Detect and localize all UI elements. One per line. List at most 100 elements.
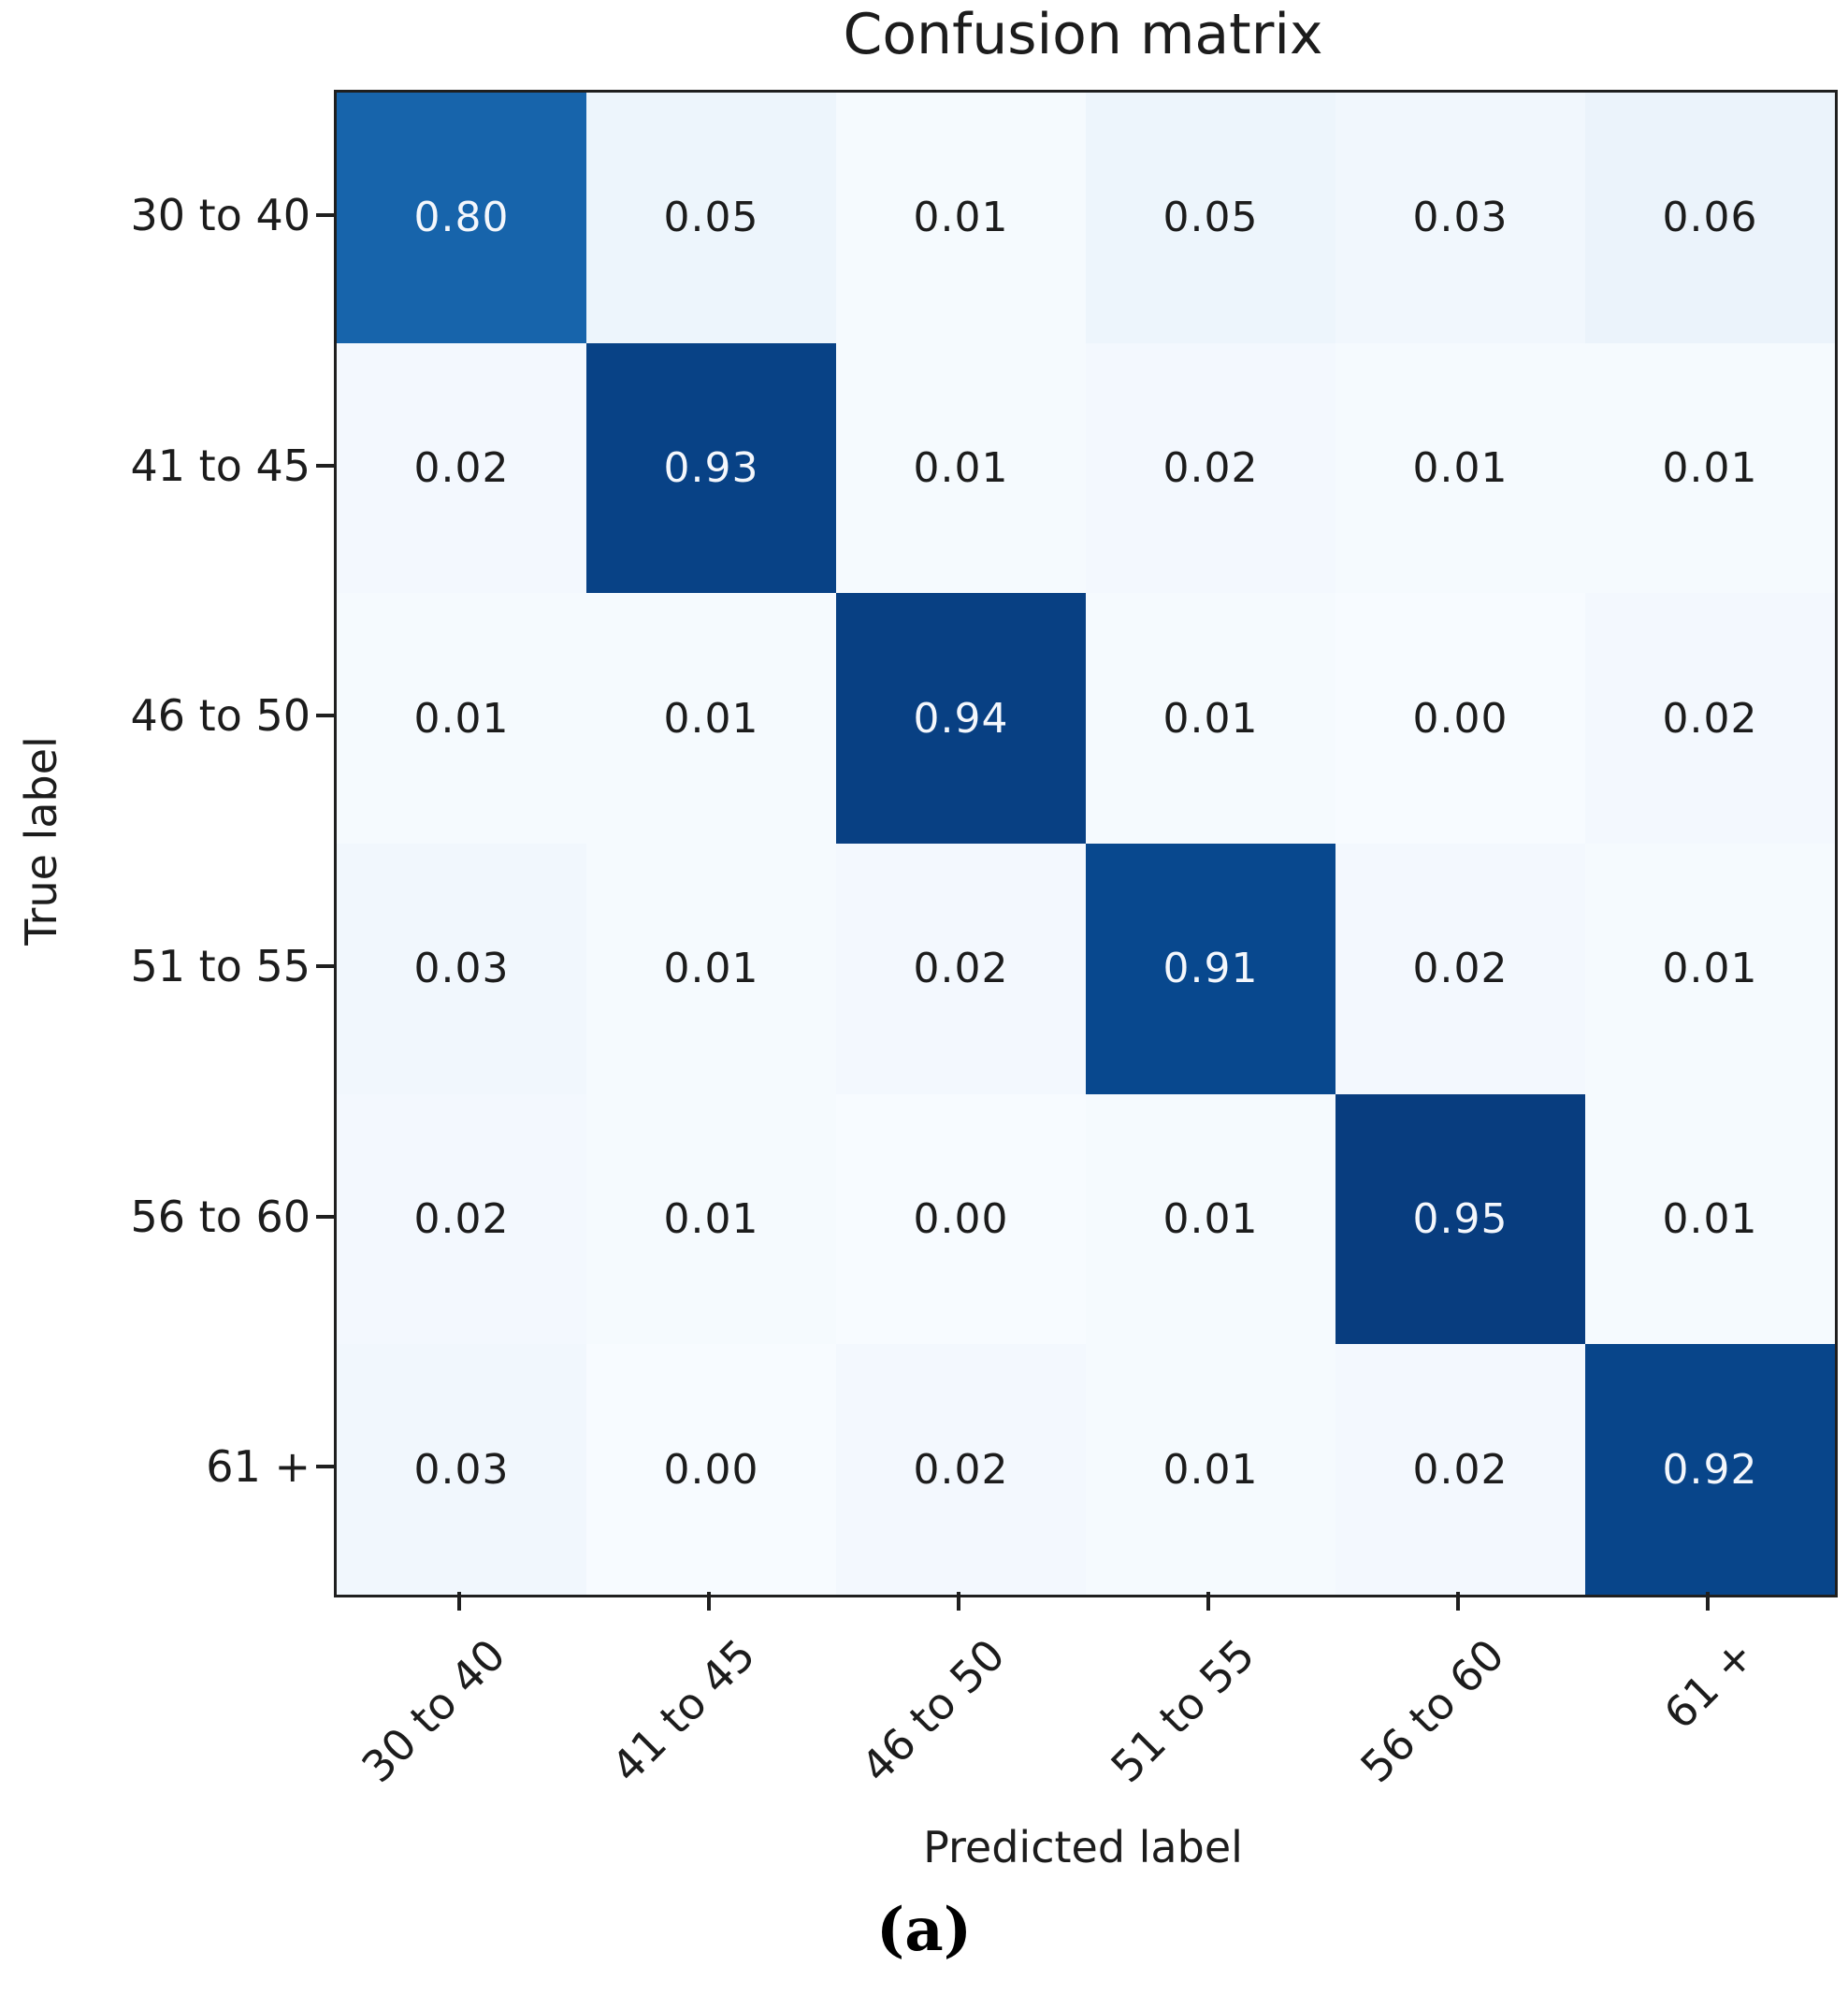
matrix-cell: 0.94 [836, 593, 1086, 844]
x-axis-label: Predicted label [923, 1822, 1243, 1872]
cell-value: 0.02 [1412, 1445, 1509, 1494]
cell-value: 0.01 [663, 694, 759, 743]
cell-value: 0.01 [1662, 945, 1758, 993]
cell-value: 0.01 [1662, 443, 1758, 492]
x-tick-label: 46 to 50 [851, 1629, 1015, 1793]
figure-caption: (a) [875, 1895, 973, 1965]
matrix-cell: 0.00 [586, 1344, 836, 1595]
matrix-cell: 0.02 [337, 1093, 586, 1345]
x-tick-label: 61 + [1653, 1629, 1764, 1740]
matrix-cell: 0.93 [586, 342, 836, 594]
matrix-cell: 0.02 [337, 342, 586, 594]
x-tick-label: 41 to 45 [601, 1629, 765, 1793]
x-tick-label: 56 to 60 [1350, 1629, 1514, 1793]
matrix-cell: 0.00 [1335, 593, 1585, 844]
x-tick-mark [956, 1592, 960, 1611]
cell-value: 0.03 [413, 1445, 510, 1494]
cell-value: 0.94 [913, 694, 1009, 743]
cell-value: 0.02 [1412, 945, 1509, 993]
matrix-cell: 0.92 [1585, 1344, 1835, 1595]
cell-value: 0.01 [913, 443, 1009, 492]
cell-value: 0.05 [1162, 194, 1259, 242]
matrix-cell: 0.02 [836, 843, 1086, 1094]
x-tick-mark [706, 1592, 711, 1611]
y-axis-label: True label [16, 736, 66, 946]
matrix-cell: 0.01 [836, 342, 1086, 594]
cell-value: 0.01 [1162, 1194, 1259, 1243]
cell-value: 0.00 [1412, 694, 1509, 743]
matrix-cell: 0.03 [1335, 93, 1585, 343]
matrix-cell: 0.01 [1335, 342, 1585, 594]
y-tick-label: 56 to 60 [130, 1191, 311, 1242]
cell-value: 0.01 [1412, 443, 1509, 492]
cell-value: 0.93 [663, 443, 759, 492]
matrix-cell: 0.02 [1335, 1344, 1585, 1595]
matrix-cell: 0.91 [1086, 843, 1335, 1094]
cell-value: 0.00 [663, 1445, 759, 1494]
matrix-cell: 0.02 [1335, 843, 1585, 1094]
y-tick-label: 46 to 50 [130, 690, 311, 742]
cell-value: 0.01 [913, 194, 1009, 242]
cell-value: 0.02 [913, 945, 1009, 993]
matrix-cell: 0.02 [1086, 342, 1335, 594]
matrix-cell: 0.01 [1086, 593, 1335, 844]
x-tick-mark [1705, 1592, 1710, 1611]
cell-value: 0.02 [913, 1445, 1009, 1494]
matrix-cell: 0.01 [1086, 1344, 1335, 1595]
cell-value: 0.01 [663, 945, 759, 993]
matrix-cell: 0.01 [586, 843, 836, 1094]
cell-value: 0.01 [413, 694, 510, 743]
y-tick-mark [316, 714, 334, 718]
y-tick-label: 41 to 45 [130, 440, 311, 491]
cell-value: 0.02 [1662, 694, 1758, 743]
y-tick-label: 61 + [206, 1441, 310, 1493]
matrix-cell: 0.03 [337, 1344, 586, 1595]
matrix-cell: 0.95 [1335, 1093, 1585, 1345]
matrix-cell: 0.01 [1585, 1093, 1835, 1345]
x-tick-label: 51 to 55 [1101, 1629, 1264, 1793]
matrix-cell: 0.02 [1585, 593, 1835, 844]
matrix-cell: 0.00 [836, 1093, 1086, 1345]
matrix-cell: 0.06 [1585, 93, 1835, 343]
matrix-cell: 0.01 [836, 93, 1086, 343]
x-tick-mark [1455, 1592, 1460, 1611]
cell-value: 0.06 [1662, 194, 1758, 242]
cell-value: 0.95 [1412, 1194, 1509, 1243]
y-tick-mark [316, 212, 334, 217]
x-tick-mark [1206, 1592, 1210, 1611]
y-tick-mark [316, 1465, 334, 1469]
cell-value: 0.03 [413, 945, 510, 993]
cell-value: 0.00 [913, 1194, 1009, 1243]
cell-value: 0.02 [413, 1194, 510, 1243]
cell-value: 0.03 [1412, 194, 1509, 242]
cell-value: 0.01 [1162, 1445, 1259, 1494]
matrix-cell: 0.03 [337, 843, 586, 1094]
y-tick-mark [316, 963, 334, 968]
matrix-cell: 0.02 [836, 1344, 1086, 1595]
y-tick-mark [316, 463, 334, 468]
matrix-cell: 0.05 [586, 93, 836, 343]
cell-value: 0.91 [1162, 945, 1259, 993]
matrix-cell: 0.01 [337, 593, 586, 844]
cell-value: 0.01 [1662, 1194, 1758, 1243]
cell-value: 0.02 [413, 443, 510, 492]
chart-title: Confusion matrix [843, 2, 1323, 67]
y-tick-label: 51 to 55 [130, 940, 311, 991]
matrix-cell: 0.05 [1086, 93, 1335, 343]
plot-area: 0.80 0.05 0.01 0.05 0.03 0.06 0.02 0.93 0.01 0.02… [334, 90, 1838, 1597]
x-tick-label: 30 to 40 [352, 1629, 515, 1793]
cell-value: 0.05 [663, 194, 759, 242]
matrix-cell: 0.01 [1585, 843, 1835, 1094]
cell-value: 0.02 [1162, 443, 1259, 492]
matrix-cell: 0.01 [586, 1093, 836, 1345]
cell-value: 0.01 [1162, 694, 1259, 743]
x-tick-mark [456, 1592, 461, 1611]
matrix-cell: 0.01 [586, 593, 836, 844]
cell-value: 0.92 [1662, 1445, 1758, 1494]
y-tick-mark [316, 1214, 334, 1219]
cell-value: 0.01 [663, 1194, 759, 1243]
y-tick-label: 30 to 40 [130, 189, 311, 240]
cell-value: 0.80 [413, 194, 510, 242]
matrix-cell: 0.01 [1585, 342, 1835, 594]
